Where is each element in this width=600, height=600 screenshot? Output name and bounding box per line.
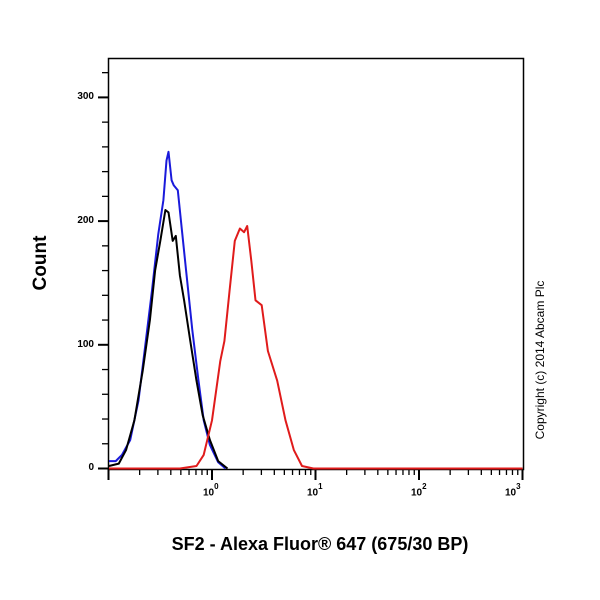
x-axis-label: SF2 - Alexa Fluor® 647 (675/30 BP) xyxy=(171,534,469,554)
y-tick-label-100: 100 xyxy=(77,339,94,350)
y-tick-label-0: 0 xyxy=(88,462,94,473)
x-tick-base: 10 xyxy=(505,487,517,499)
x-tick-label-10e0: 100 xyxy=(203,482,219,499)
histogram-line-red xyxy=(109,225,523,470)
copyright-notice: Copyright (c) 2014 Abcam Plc xyxy=(533,280,547,440)
x-tick-label-10e1: 101 xyxy=(307,482,323,499)
histogram-series xyxy=(108,150,523,470)
x-tick-base: 10 xyxy=(203,487,215,499)
x-tick-label-10e3: 103 xyxy=(505,482,521,499)
x-tick-exponent: 0 xyxy=(214,482,219,491)
y-tick-label-300: 300 xyxy=(77,91,94,102)
histogram-line-blue xyxy=(109,150,227,470)
y-tick-label-200: 200 xyxy=(77,215,94,226)
x-tick-label-10e2: 102 xyxy=(411,482,427,499)
x-tick-base: 10 xyxy=(411,487,423,499)
x-axis-ticks xyxy=(107,469,524,480)
x-tick-base: 10 xyxy=(307,487,319,499)
x-tick-exponent: 3 xyxy=(516,482,521,491)
histogram-line-black xyxy=(108,209,229,470)
x-tick-exponent: 2 xyxy=(422,482,427,491)
y-axis-label: Count xyxy=(30,235,51,291)
plot-frame xyxy=(107,57,525,471)
y-axis-ticks xyxy=(98,72,109,470)
x-tick-exponent: 1 xyxy=(318,482,323,491)
